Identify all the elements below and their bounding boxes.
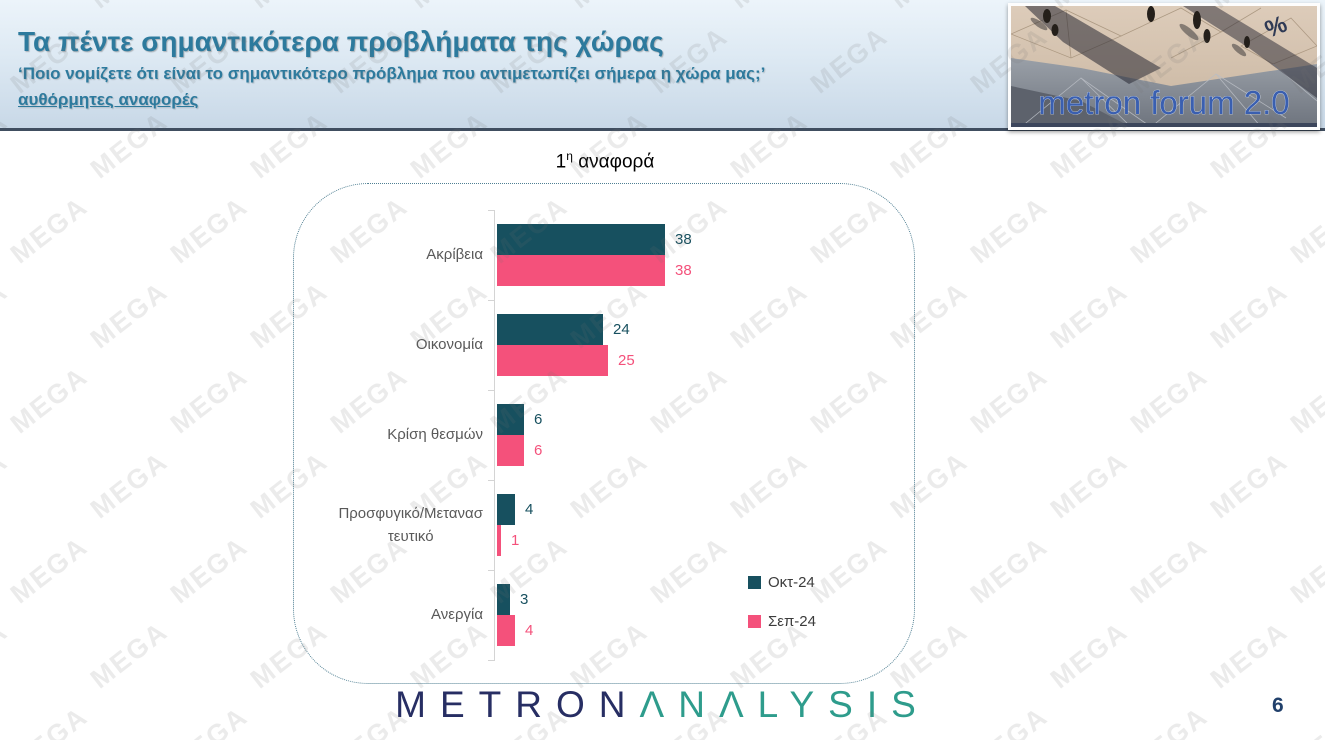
watermark-text: MEGA — [1284, 530, 1325, 610]
watermark-text: MEGA — [1204, 275, 1294, 355]
bar-Σεπ-24 — [497, 615, 515, 646]
chart-title-rest: αναφορά — [578, 151, 655, 173]
brand-metron: METRON — [395, 684, 640, 725]
watermark-text: MEGA — [1044, 445, 1134, 525]
watermark-text: MEGA — [1125, 701, 1214, 740]
legend-item: Σεπ-24 — [748, 613, 816, 630]
category-label: Οικονομία — [415, 336, 483, 354]
axis-tick — [488, 660, 495, 661]
watermark-text: MEGA — [84, 275, 174, 355]
brand-analysis: ΛNΛLYSIS — [639, 684, 930, 725]
chart-legend: Οκτ-24 Σεπ-24 — [748, 574, 816, 652]
category-label: Ανεργία — [431, 606, 483, 624]
watermark-text: MEGA — [84, 445, 174, 525]
watermark-text: MEGA — [0, 275, 14, 355]
watermark-text: MEGA — [84, 615, 174, 695]
bar-Σεπ-24 — [497, 255, 665, 286]
watermark-text: MEGA — [4, 190, 94, 270]
watermark-text: MEGA — [4, 360, 94, 440]
axis-tick — [488, 300, 495, 301]
watermark-text: MEGA — [5, 701, 94, 740]
watermark-text: MEGA — [4, 530, 94, 610]
chart-title-num: 1 — [555, 151, 567, 173]
metron-forum-logo-image: metron forum 2.0 % — [1011, 6, 1317, 127]
legend-label: Οκτ-24 — [768, 574, 815, 591]
metron-forum-wordmark: metron forum 2.0 — [1038, 84, 1289, 121]
value-label: 4 — [525, 501, 534, 518]
axis-tick — [488, 480, 495, 481]
watermark-text: MEGA — [1124, 530, 1214, 610]
chart-title: 1η αναφορά — [495, 149, 715, 173]
value-label: 3 — [520, 591, 529, 608]
axis-tick — [488, 390, 495, 391]
watermark-text: MEGA — [0, 445, 14, 525]
watermark-text: MEGA — [0, 615, 14, 695]
watermark-text: MEGA — [164, 360, 254, 440]
watermark-text: MEGA — [964, 190, 1054, 270]
page-number: 6 — [1272, 694, 1284, 717]
value-label: 6 — [534, 442, 543, 459]
value-label: 38 — [675, 231, 692, 248]
watermark-text: MEGA — [1204, 445, 1294, 525]
watermark-text: MEGA — [1044, 615, 1134, 695]
watermark-text: MEGA — [964, 530, 1054, 610]
category-label: Ακρίβεια — [426, 246, 483, 264]
watermark-text: MEGA — [1284, 190, 1325, 270]
watermark-text: MEGA — [165, 701, 254, 740]
axis-tick — [488, 210, 495, 211]
value-label: 6 — [534, 411, 543, 428]
watermark-text: MEGA — [1124, 190, 1214, 270]
bar-Οκτ-24 — [497, 584, 510, 615]
legend-swatch-icon — [748, 576, 761, 589]
watermark-text: MEGA — [1044, 275, 1134, 355]
bar-Οκτ-24 — [497, 494, 515, 525]
watermark-text: MEGA — [164, 530, 254, 610]
metron-forum-logo: metron forum 2.0 % — [1008, 3, 1320, 130]
bar-Σεπ-24 — [497, 525, 501, 556]
axis-tick — [488, 570, 495, 571]
watermark-text: MEGA — [965, 701, 1054, 740]
category-label: Κρίση θεσμών — [387, 426, 483, 444]
value-label: 1 — [511, 532, 520, 549]
watermark-text: MEGA — [1285, 701, 1325, 740]
bar-Σεπ-24 — [497, 345, 608, 376]
legend-swatch-icon — [748, 615, 761, 628]
value-label: 4 — [525, 622, 534, 639]
page-note-underlined: αυθόρμητες αναφορές — [18, 90, 199, 109]
chart-title-sup: η — [566, 149, 573, 163]
chart-frame — [293, 183, 915, 684]
watermark-text: MEGA — [1124, 360, 1214, 440]
watermark-text: MEGA — [164, 190, 254, 270]
value-label: 38 — [675, 262, 692, 279]
category-axis-line — [494, 210, 495, 660]
bar-Οκτ-24 — [497, 404, 524, 435]
header-divider — [0, 128, 1325, 131]
value-label: 24 — [613, 321, 630, 338]
legend-item: Οκτ-24 — [748, 574, 816, 591]
category-label: Προσφυγικό/Μετανασ τευτικό — [338, 504, 483, 545]
bar-Οκτ-24 — [497, 224, 665, 255]
value-label: 25 — [618, 352, 635, 369]
watermark-text: MEGA — [964, 360, 1054, 440]
bar-Οκτ-24 — [497, 314, 603, 345]
metron-analysis-logo: METRONΛNΛLYSIS — [395, 684, 930, 726]
page-title: Τα πέντε σημαντικότερα προβλήματα της χώ… — [18, 26, 664, 57]
page-subtitle: ‘Ποιο νομίζετε ότι είναι το σημαντικότερ… — [18, 64, 766, 83]
bar-Σεπ-24 — [497, 435, 524, 466]
watermark-text: MEGA — [1284, 360, 1325, 440]
legend-label: Σεπ-24 — [768, 613, 816, 630]
watermark-text: MEGA — [1204, 615, 1294, 695]
